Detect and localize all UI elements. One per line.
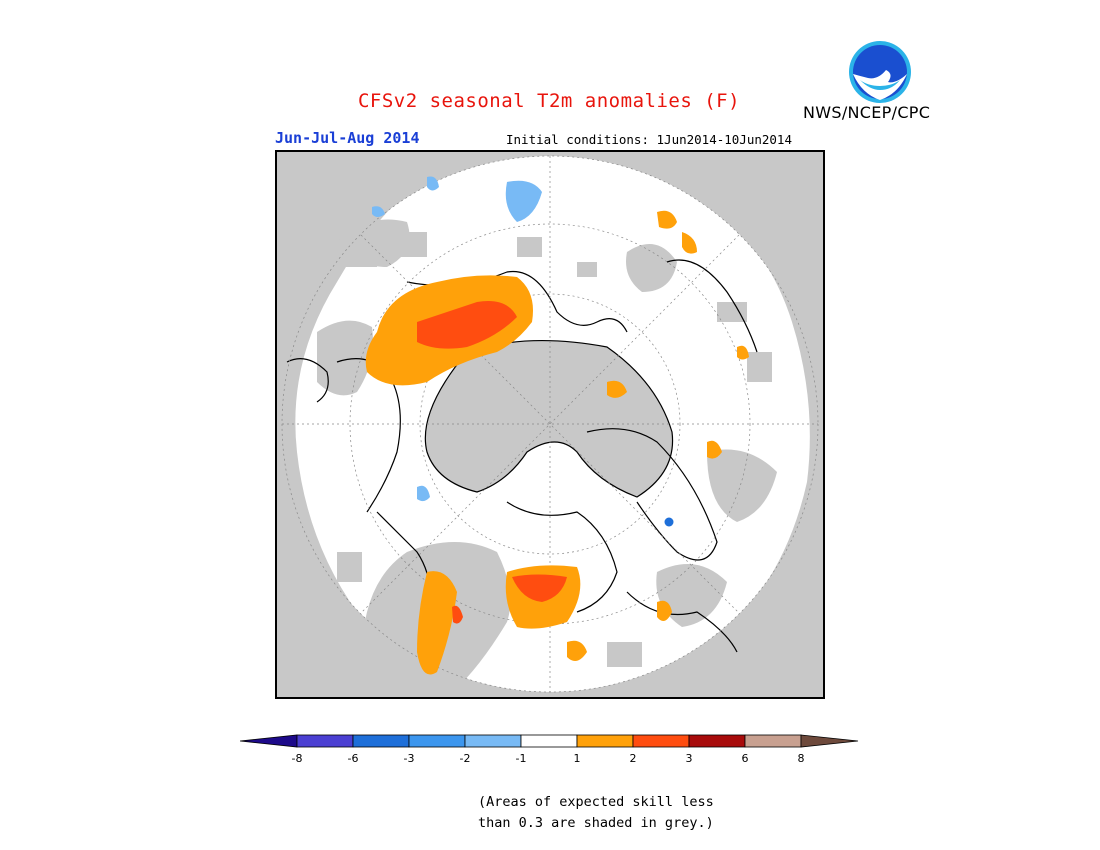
colorbar-tick-label: -3 bbox=[403, 752, 415, 765]
colorbar-tick-label: 2 bbox=[629, 752, 637, 765]
colorbar-bin bbox=[688, 734, 746, 748]
colorbar-bin bbox=[352, 734, 410, 748]
anomaly-minus-1-2 bbox=[372, 176, 542, 502]
colorbar-bin bbox=[744, 734, 802, 748]
colorbar-bin bbox=[408, 734, 466, 748]
season-label: Jun-Jul-Aug 2014 bbox=[275, 129, 420, 147]
colorbar-tick-label: -1 bbox=[515, 752, 527, 765]
chart-title: CFSv2 seasonal T2m anomalies (F) bbox=[0, 90, 1100, 112]
colorbar-bin bbox=[464, 734, 522, 748]
note-line-1: (Areas of expected skill less bbox=[478, 794, 714, 810]
colorbar-arrow-high bbox=[800, 734, 859, 748]
initial-conditions-label: Initial conditions: 1Jun2014-10Jun2014 bbox=[506, 132, 792, 147]
agency-label: NWS/NCEP/CPC bbox=[803, 103, 931, 122]
colorbar-bin bbox=[520, 734, 578, 748]
colorbar-arrow-low bbox=[239, 734, 298, 748]
colorbar-bin bbox=[296, 734, 354, 748]
colorbar-bin bbox=[632, 734, 690, 748]
note-line-2: than 0.3 are shaded in grey.) bbox=[478, 815, 714, 831]
low-skill-patches bbox=[337, 232, 772, 667]
colorbar-tick-label: 3 bbox=[685, 752, 693, 765]
colorbar-tick-label: 1 bbox=[573, 752, 581, 765]
title-text: CFSv2 seasonal T2m anomalies (F) bbox=[357, 90, 741, 112]
colorbar-tick-label: -2 bbox=[459, 752, 471, 765]
colorbar-tick-label: -8 bbox=[291, 752, 303, 765]
colorbar-tick-label: -6 bbox=[347, 752, 359, 765]
colorbar bbox=[239, 733, 862, 757]
anomaly-minus-3 bbox=[664, 517, 674, 527]
colorbar-tick-label: 8 bbox=[797, 752, 805, 765]
noaa-logo bbox=[848, 40, 912, 104]
coastlines bbox=[286, 259, 758, 653]
anomaly-plus-2-3 bbox=[417, 301, 567, 624]
colorbar-tick-label: 6 bbox=[741, 752, 749, 765]
polar-map bbox=[275, 150, 825, 699]
ocean-layer bbox=[277, 152, 823, 697]
skill-note: (Areas of expected skill less than 0.3 a… bbox=[478, 792, 714, 834]
colorbar-bin bbox=[576, 734, 634, 748]
